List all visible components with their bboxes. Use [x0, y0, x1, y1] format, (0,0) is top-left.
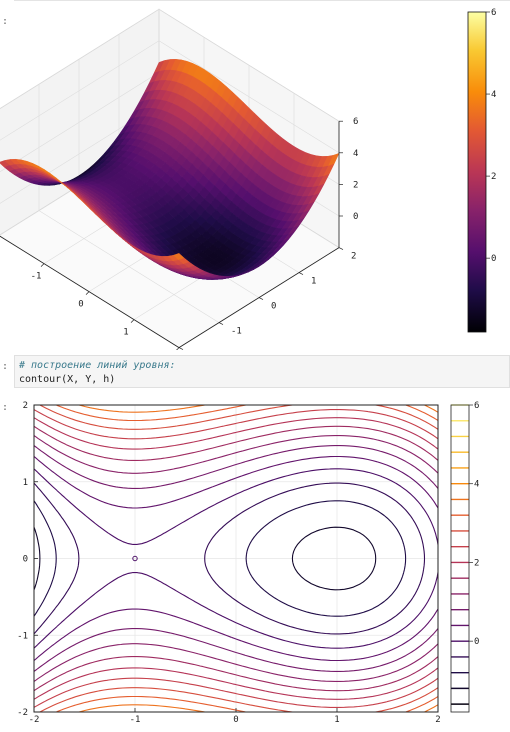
contour-line	[34, 408, 438, 709]
colorbar-frame	[450, 404, 470, 713]
x-tick-label: 0	[78, 300, 83, 310]
contour-line	[34, 444, 438, 673]
x-tick-label: 2	[435, 715, 440, 725]
contour-line	[34, 417, 438, 700]
z-tick-label: 4	[353, 149, 358, 159]
contour-lines	[24, 397, 448, 719]
x-tick-mark	[130, 319, 135, 323]
contour-line	[34, 455, 438, 662]
contour-line	[437, 405, 438, 712]
colorbar-tick-label: 4	[491, 90, 496, 100]
y-tick-label: -2	[17, 708, 28, 718]
surface-cell	[172, 253, 185, 261]
cell-prompt: :	[2, 402, 9, 413]
contour-line	[24, 536, 27, 581]
y-tick-mark	[218, 322, 224, 325]
z-tick-label: 6	[353, 117, 358, 127]
z-tick-label: 2	[353, 180, 358, 190]
y-tick-label: 0	[23, 555, 28, 565]
colorbar-tick-label: 2	[474, 558, 479, 568]
colorbar-2: 6 4 2 0	[450, 401, 479, 713]
y-tick-label: 2	[23, 401, 28, 411]
code-cell[interactable]: # построение линий уровня: contour(X, Y,…	[14, 355, 510, 388]
x-tick-label: -1	[130, 715, 141, 725]
side-grid-line	[0, 72, 160, 173]
y-tick-label: -1	[231, 327, 242, 337]
contour-line	[34, 525, 377, 592]
back-grid-line	[158, 40, 340, 154]
y-tick-mark	[178, 347, 184, 350]
contour-grid	[34, 405, 438, 712]
colorbar-tick-label: 0	[491, 254, 496, 264]
colorbar-tick-label: 0	[474, 637, 479, 647]
contour-line	[54, 405, 438, 712]
x-tick-label: -2	[29, 715, 40, 725]
x-tick-label: 1	[334, 715, 339, 725]
contour-line	[34, 434, 438, 683]
colorbar-gradient	[467, 11, 487, 333]
contour-line	[34, 468, 438, 649]
cell-prompt: :	[2, 361, 9, 372]
cell-separator	[14, 0, 510, 1]
y-tick-mark	[338, 247, 344, 250]
colorbar-tick-label: 6	[474, 401, 479, 411]
z-tick-label: 0	[353, 212, 358, 222]
y-tick-mark	[298, 272, 304, 275]
y-tick-mark	[258, 297, 264, 300]
y-tick-label: -1	[17, 631, 28, 641]
x-tick-label: -1	[31, 272, 42, 282]
contour-line	[38, 405, 438, 712]
x-tick-label: 0	[233, 715, 238, 725]
y-tick-label: 1	[311, 277, 316, 287]
back-grid-line	[158, 8, 340, 122]
x-tick-label: 1	[123, 328, 128, 338]
saddle-point	[132, 555, 138, 562]
contour-line	[76, 405, 438, 712]
colorbar-tick-label: 4	[474, 480, 479, 490]
contour-frame	[33, 404, 439, 713]
side-grid-line	[0, 40, 160, 141]
contour-line	[34, 499, 407, 618]
x-tick-mark	[85, 291, 90, 295]
x-tick-mark	[176, 347, 180, 350]
x-tick-mark	[40, 263, 45, 267]
colorbar-tick-label: 6	[491, 8, 496, 18]
y-tick-label: 2	[351, 252, 356, 262]
code-line: contour(X, Y, h)	[19, 374, 116, 385]
side-grid-line	[0, 8, 160, 109]
contour-line	[439, 397, 448, 719]
code-comment: # построение линий уровня:	[19, 360, 176, 371]
contour-line	[34, 482, 426, 635]
contour-line	[34, 425, 438, 692]
colorbar-1: 6 4 2 0	[467, 8, 496, 333]
cell-prompt: :	[2, 16, 9, 27]
contour-tick-labels: -2 -1 0 1 2 -2 -1 0 1 2	[17, 401, 441, 725]
colorbar-tick-label: 2	[491, 172, 496, 182]
y-tick-label: 1	[23, 478, 28, 488]
surface-mesh	[0, 59, 340, 280]
y-tick-label: 0	[271, 302, 276, 312]
